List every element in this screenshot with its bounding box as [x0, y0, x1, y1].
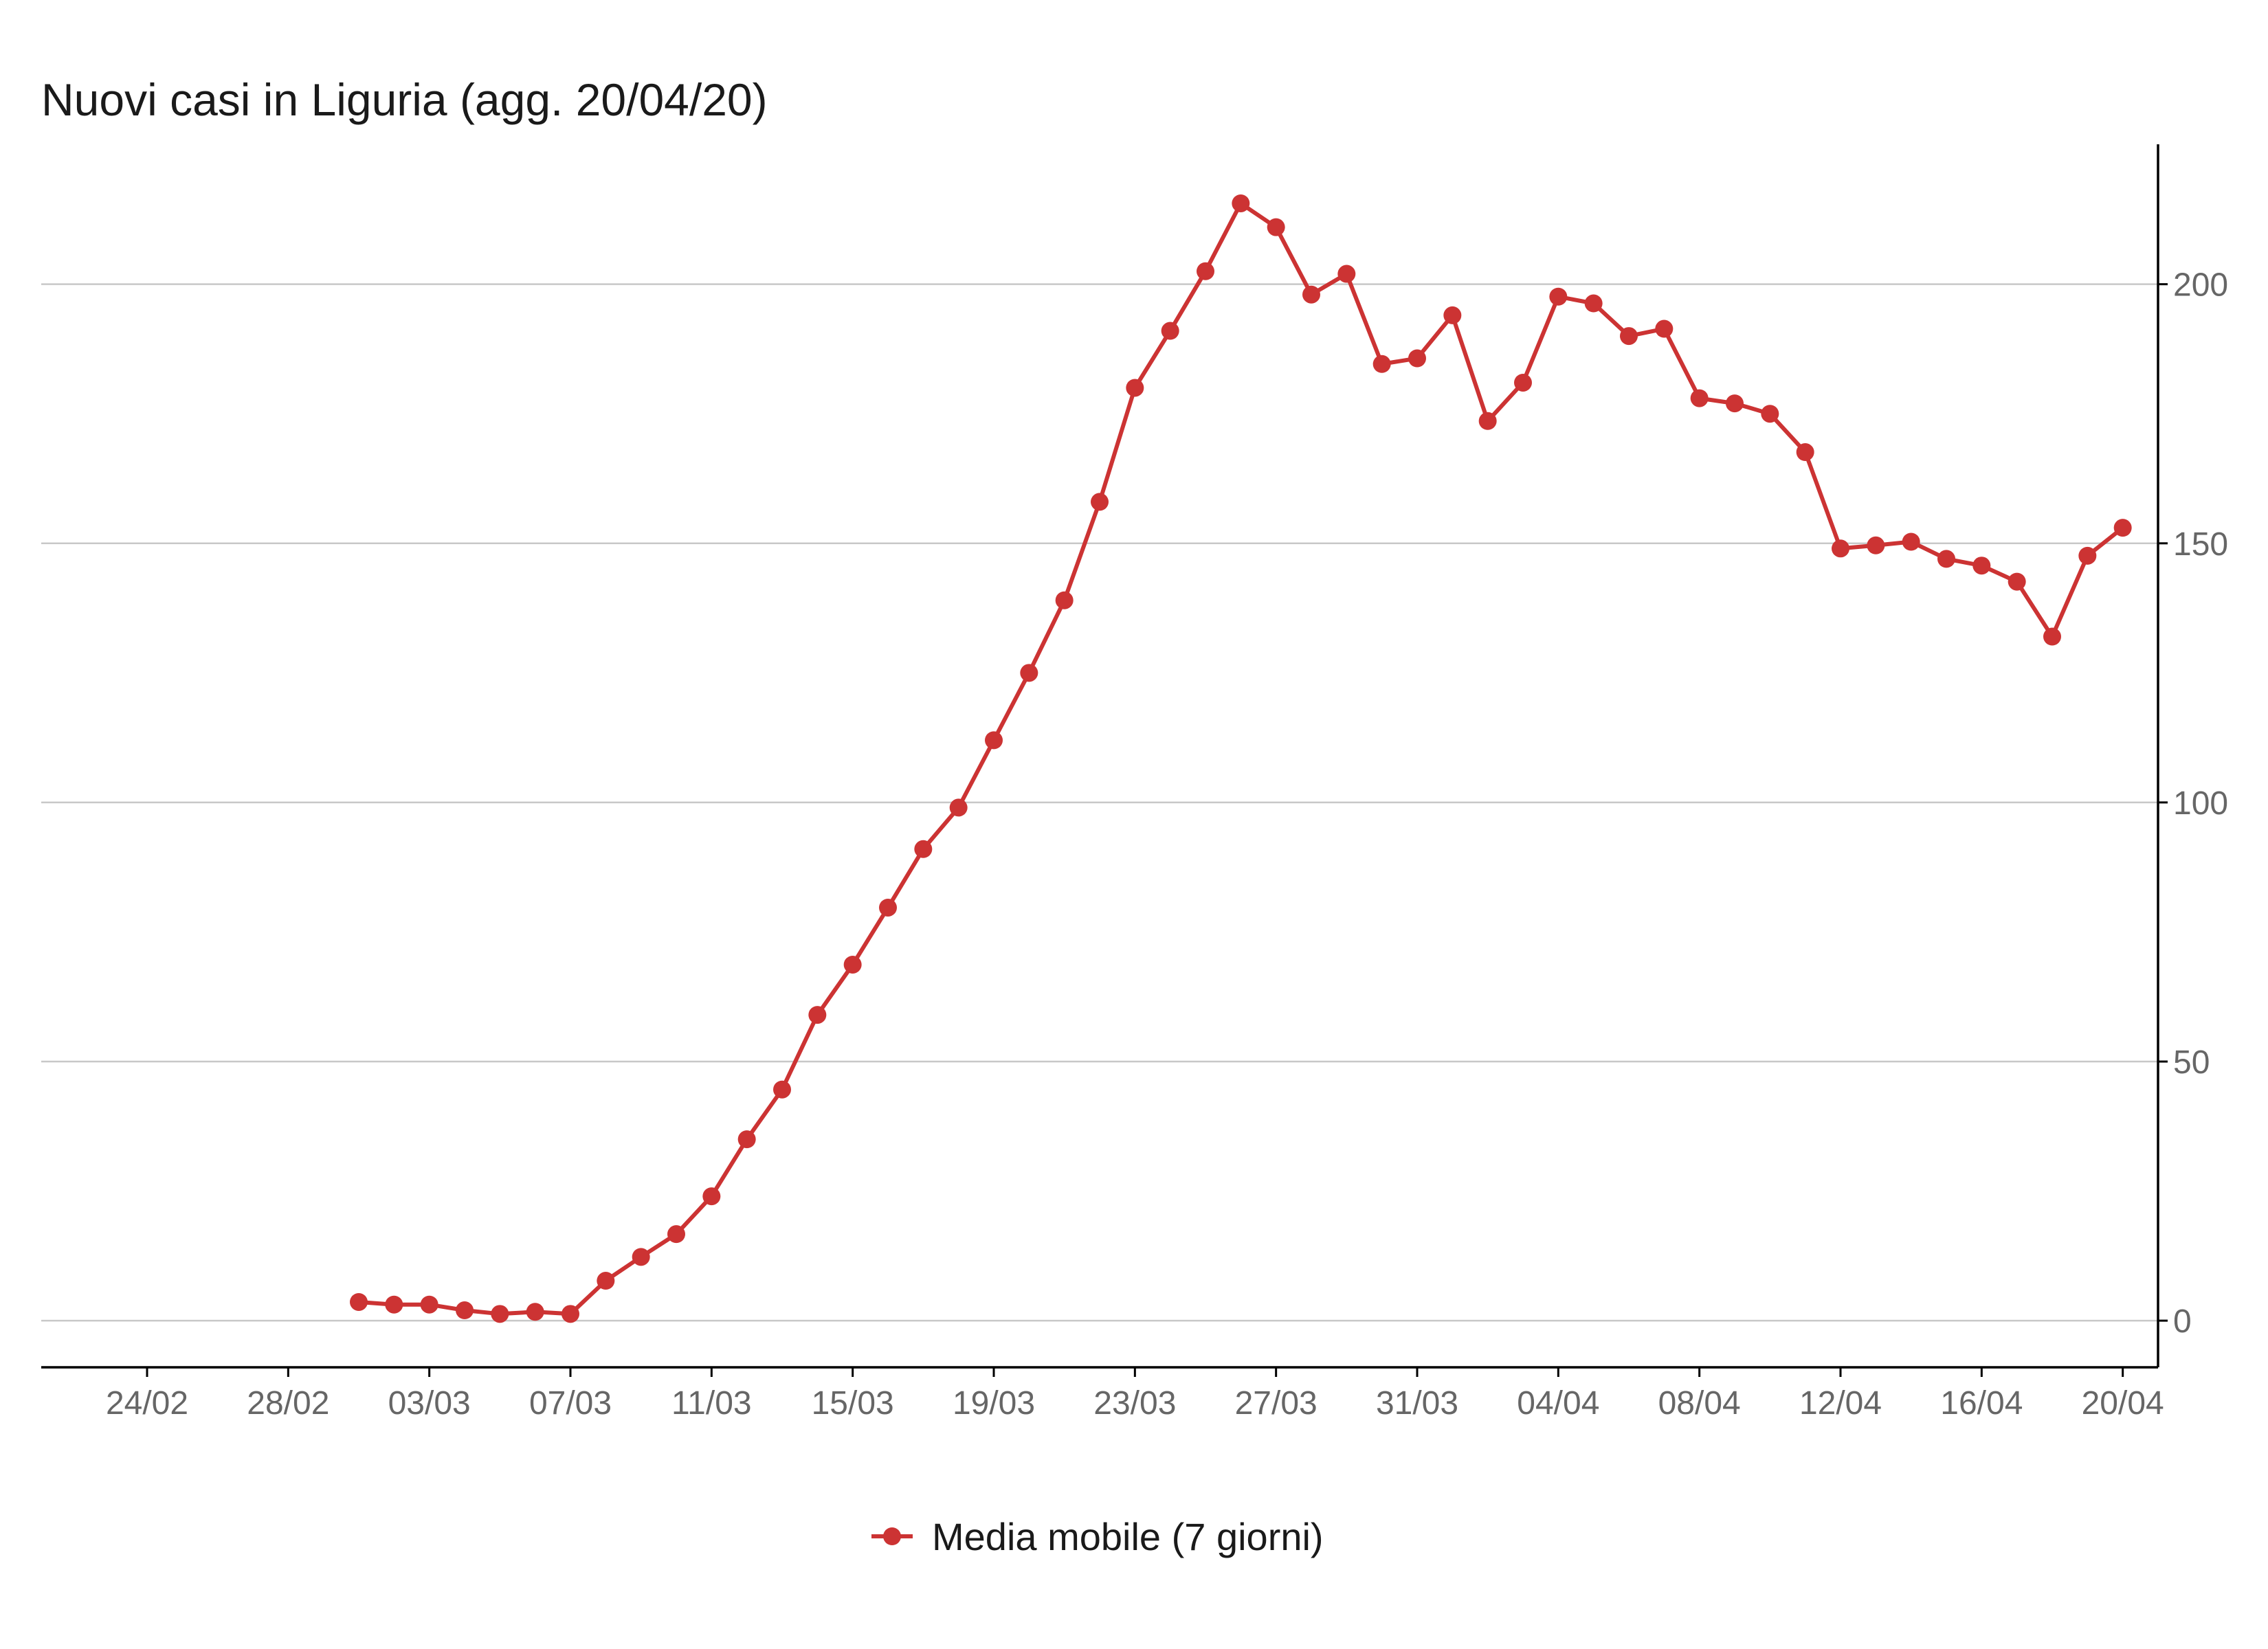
series-line [358, 201, 2124, 1316]
data-point-18-03 [949, 798, 968, 817]
data-point-03-04 [1514, 373, 1532, 392]
data-point-10-04 [1761, 405, 1779, 423]
data-point-26-03 [1232, 194, 1250, 212]
x-tick-label-27-03: 27/03 [1235, 1385, 1318, 1422]
x-tick-label-24-02: 24/02 [106, 1385, 188, 1422]
y-tick-label-150: 150 [2173, 526, 2228, 563]
y-tick-label-200: 200 [2173, 267, 2228, 304]
x-tick-label-12-04: 12/04 [1799, 1385, 1882, 1422]
data-point-04-04 [1549, 287, 1568, 306]
data-point-04-03 [456, 1301, 474, 1320]
legend-label: Media mobile (7 giorni) [932, 1515, 1324, 1558]
axes: 0 50 100 150 200 24/02 28/02 03/03 07/03 11/03 15/… [41, 144, 2228, 1422]
data-point-14-03 [808, 1006, 827, 1024]
data-point-15-03 [843, 955, 862, 974]
data-point-05-04 [1584, 294, 1603, 313]
data-point-18-04 [2043, 627, 2061, 646]
data-point-11-04 [1796, 443, 1814, 462]
data-point-17-04 [2008, 572, 2026, 591]
x-tick-label-15-03: 15/03 [812, 1385, 894, 1422]
data-point-30-03 [1372, 355, 1391, 373]
legend: Media mobile (7 giorni) [871, 1515, 1324, 1558]
x-tick-label-08-04: 08/04 [1658, 1385, 1741, 1422]
x-tick-label-31-03: 31/03 [1376, 1385, 1458, 1422]
data-point-10-03 [667, 1225, 685, 1244]
x-tick-label-23-03: 23/03 [1093, 1385, 1176, 1422]
data-point-15-04 [1937, 550, 1955, 568]
data-point-28-03 [1302, 285, 1320, 304]
data-point-12-03 [737, 1130, 756, 1149]
y-tick-label-0: 0 [2173, 1303, 2192, 1340]
data-point-21-03 [1055, 591, 1074, 609]
data-point-08-04 [1690, 389, 1709, 407]
data-point-19-03 [985, 731, 1003, 750]
data-point-16-04 [1972, 557, 1991, 575]
data-point-06-03 [526, 1303, 544, 1321]
x-tick-label-03-03: 03/03 [388, 1385, 471, 1422]
data-point-14-04 [1902, 532, 1920, 551]
chart-title: Nuovi casi in Liguria (agg. 20/04/20) [41, 74, 768, 125]
x-tick-label-11-03: 11/03 [671, 1385, 752, 1422]
y-tick-label-100: 100 [2173, 785, 2228, 822]
data-point-20-04 [2113, 519, 2132, 537]
data-point-27-03 [1267, 218, 1285, 236]
data-point-02-03 [385, 1295, 403, 1314]
x-tick-label-28-02: 28/02 [247, 1385, 329, 1422]
y-tick-label-50: 50 [2173, 1044, 2210, 1081]
data-point-05-03 [491, 1305, 509, 1323]
data-point-01-04 [1443, 306, 1462, 324]
data-point-22-03 [1091, 493, 1109, 511]
data-point-31-03 [1408, 349, 1426, 368]
data-point-03-03 [420, 1295, 438, 1314]
data-point-25-03 [1197, 262, 1214, 280]
data-point-11-03 [702, 1187, 721, 1206]
data-point-06-04 [1620, 327, 1638, 346]
data-point-23-03 [1126, 379, 1144, 397]
x-tick-label-04-04: 04/04 [1517, 1385, 1599, 1422]
series-media-mobile [350, 194, 2132, 1323]
x-tick-label-07-03: 07/03 [529, 1385, 612, 1422]
x-tick-label-16-04: 16/04 [1940, 1385, 2023, 1422]
data-point-17-03 [914, 840, 933, 858]
data-point-01-03 [350, 1292, 368, 1311]
x-tick-label-19-03: 19/03 [953, 1385, 1035, 1422]
data-point-16-03 [879, 898, 897, 917]
data-point-13-04 [1867, 536, 1885, 554]
data-point-08-03 [597, 1272, 615, 1290]
legend-point-swatch [883, 1527, 901, 1545]
gridlines [41, 283, 2158, 1322]
data-point-13-03 [773, 1080, 791, 1099]
data-point-07-03 [562, 1305, 579, 1323]
data-point-19-04 [2078, 546, 2097, 565]
data-point-20-03 [1020, 664, 1038, 682]
data-point-02-04 [1478, 412, 1497, 430]
data-point-12-04 [1832, 539, 1849, 558]
data-point-29-03 [1337, 265, 1356, 283]
data-point-24-03 [1161, 322, 1179, 340]
data-point-07-04 [1655, 319, 1674, 338]
data-point-09-03 [632, 1248, 650, 1266]
data-point-09-04 [1726, 394, 1744, 413]
x-tick-label-20-04: 20/04 [2082, 1385, 2164, 1422]
